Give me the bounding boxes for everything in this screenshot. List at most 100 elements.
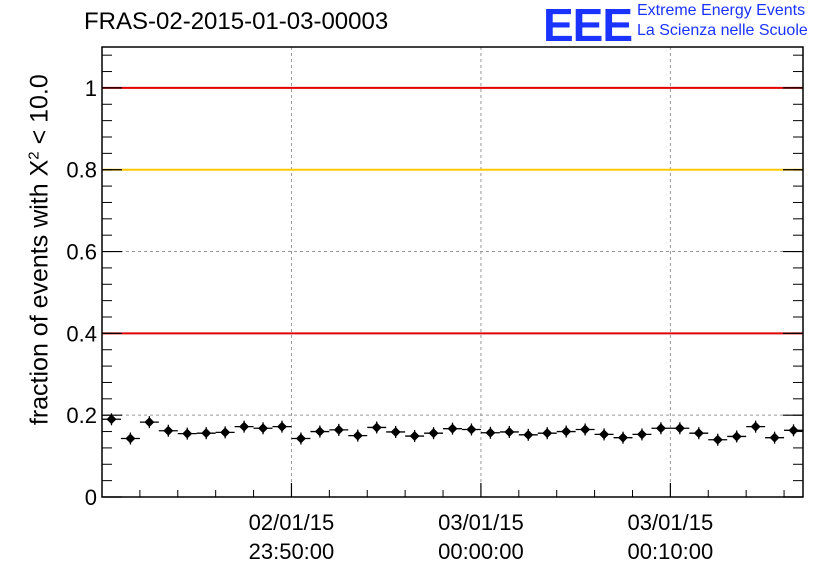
point-marker — [220, 427, 231, 438]
x-tick-time-label: 23:50:00 — [249, 539, 335, 564]
chart-title: FRAS-02-2015-01-03-00003 — [84, 8, 389, 35]
data-point — [386, 425, 406, 438]
x-tick-time-label: 00:00:00 — [438, 539, 524, 564]
y-tick-label: 0.6 — [66, 240, 97, 265]
data-point — [461, 423, 481, 436]
data-point — [120, 432, 140, 445]
point-marker — [333, 424, 344, 435]
y-axis-label: fraction of events with X2 < 10.0 — [25, 35, 54, 465]
data-point — [329, 423, 349, 436]
data-point — [234, 420, 254, 433]
plot-frame — [101, 46, 804, 498]
data-point — [158, 424, 178, 437]
y-axis-label-symbol: X — [25, 159, 54, 177]
point-marker — [276, 421, 287, 432]
data-point — [575, 423, 595, 436]
point-marker — [580, 424, 591, 435]
point-marker — [182, 428, 193, 439]
point-marker — [618, 432, 629, 443]
y-tick-label: 0.8 — [66, 158, 97, 183]
point-marker — [674, 423, 685, 434]
logo-mark: EEE — [543, 0, 633, 51]
data-point — [215, 426, 235, 439]
y-axis-label-exponent: 2 — [25, 151, 43, 160]
point-marker — [352, 430, 363, 441]
data-point — [367, 421, 387, 434]
point-marker — [144, 417, 155, 428]
data-point — [518, 428, 538, 441]
point-marker — [428, 428, 439, 439]
data-point — [253, 422, 273, 435]
data-point — [613, 431, 633, 444]
point-marker — [636, 429, 647, 440]
data-point — [499, 425, 519, 438]
data-point — [708, 433, 728, 446]
point-marker — [163, 425, 174, 436]
y-tick-label: 0.4 — [66, 321, 97, 346]
point-marker — [769, 432, 780, 443]
point-marker — [561, 426, 572, 437]
data-point — [272, 420, 292, 433]
x-axis: 02/01/15 23:50:00 03/01/15 00:00:00 03/01/15… — [139, 483, 785, 564]
data-point — [291, 432, 311, 445]
data-point — [177, 427, 197, 440]
data-point — [670, 422, 690, 435]
x-tick-date-label: 02/01/15 — [249, 510, 335, 535]
data-point — [348, 429, 368, 442]
y-axis: 0 0.2 0.4 0.6 0.8 1 — [66, 54, 803, 510]
x-tick-date-label: 03/01/15 — [438, 510, 524, 535]
point-marker — [599, 429, 610, 440]
data-point — [424, 427, 444, 440]
data-point — [310, 425, 330, 438]
y-axis-label-suffix: < 10.0 — [25, 74, 54, 152]
data-point — [480, 426, 500, 439]
point-marker — [239, 421, 250, 432]
y-tick-label: 1 — [85, 76, 97, 101]
x-tick-date-label: 03/01/15 — [628, 510, 714, 535]
point-marker — [371, 422, 382, 433]
data-point — [594, 428, 614, 441]
point-marker — [409, 431, 420, 442]
data-point — [537, 427, 557, 440]
point-marker — [523, 429, 534, 440]
point-marker — [201, 428, 212, 439]
logo-line-2: La Scienza nelle Scuole — [637, 22, 808, 39]
y-tick-label: 0 — [85, 485, 97, 510]
point-marker — [447, 423, 458, 434]
data-point — [746, 420, 766, 433]
data-point — [102, 413, 121, 426]
point-marker — [125, 433, 136, 444]
data-point — [196, 427, 216, 440]
point-marker — [655, 423, 666, 434]
data-point — [556, 425, 576, 438]
reference-lines — [102, 86, 803, 335]
point-marker — [504, 426, 515, 437]
point-marker — [314, 426, 325, 437]
point-marker — [788, 425, 799, 436]
data-point — [727, 430, 747, 443]
data-point — [632, 428, 652, 441]
point-marker — [466, 424, 477, 435]
point-marker — [390, 426, 401, 437]
y-axis-label-prefix: fraction of events with — [25, 176, 54, 426]
data-point — [139, 416, 159, 429]
data-point — [651, 422, 671, 435]
eee-logo: EEE Extreme Energy Events La Scienza nel… — [543, 0, 833, 51]
data-points — [102, 413, 803, 446]
y-tick-label: 0.2 — [66, 403, 97, 428]
logo-line-1: Extreme Energy Events — [637, 2, 806, 19]
data-point — [765, 431, 785, 444]
data-point — [405, 430, 425, 443]
point-marker — [731, 431, 742, 442]
x-tick-time-label: 00:10:00 — [628, 539, 714, 564]
point-marker — [693, 428, 704, 439]
point-marker — [295, 433, 306, 444]
point-marker — [542, 428, 553, 439]
point-marker — [750, 421, 761, 432]
data-point — [689, 427, 709, 440]
point-marker — [485, 427, 496, 438]
point-marker — [712, 434, 723, 445]
point-marker — [106, 414, 117, 425]
point-marker — [258, 423, 269, 434]
